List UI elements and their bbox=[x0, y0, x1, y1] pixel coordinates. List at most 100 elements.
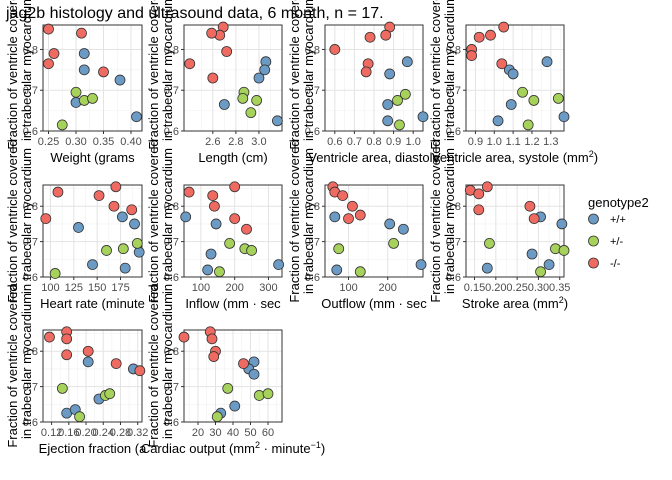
data-point bbox=[56, 119, 68, 131]
data-point bbox=[238, 358, 249, 370]
data-point bbox=[73, 222, 84, 233]
y-axis-label: Fraction of ventricle covered bbox=[428, 0, 443, 150]
data-point bbox=[224, 237, 236, 249]
x-tick-label: 100 bbox=[41, 282, 59, 294]
data-point bbox=[337, 190, 349, 202]
panel-border bbox=[183, 329, 283, 423]
x-axis-label: Ejection fraction (a bbox=[39, 441, 147, 456]
x-tick-label: 150 bbox=[88, 282, 106, 294]
data-point bbox=[116, 211, 128, 223]
data-point bbox=[110, 181, 122, 193]
data-point bbox=[473, 188, 485, 200]
data-point bbox=[184, 58, 196, 70]
data-point bbox=[43, 23, 54, 35]
panel-border bbox=[42, 329, 143, 423]
data-point bbox=[206, 333, 218, 345]
x-tick-label: 0.20 bbox=[75, 427, 96, 439]
x-tick-label: 0.25 bbox=[38, 136, 59, 148]
data-point bbox=[401, 56, 413, 68]
data-point bbox=[505, 99, 517, 110]
y-tick-label: 0.7 bbox=[23, 237, 38, 249]
x-tick-label: 300 bbox=[259, 282, 277, 294]
panel-background bbox=[43, 330, 142, 422]
data-point bbox=[388, 237, 400, 249]
data-point bbox=[558, 111, 570, 123]
data-point bbox=[492, 115, 504, 127]
y-tick-label: 0.6 bbox=[164, 126, 179, 138]
data-point bbox=[347, 200, 358, 212]
y-axis-label: Fraction of ventricle covered bbox=[5, 139, 20, 302]
data-point bbox=[211, 411, 223, 423]
x-tick-label: 100 bbox=[192, 282, 210, 294]
data-point bbox=[259, 64, 271, 76]
panel-border bbox=[465, 24, 565, 132]
y-axis-label: Fraction of ventricle covered bbox=[287, 139, 302, 302]
data-point bbox=[93, 190, 105, 202]
x-axis-label: Stroke area (mm2) bbox=[462, 295, 568, 311]
x-tick-label: 0.30 bbox=[65, 136, 86, 148]
y-tick-label: 0.6 bbox=[305, 126, 320, 138]
data-point bbox=[364, 31, 376, 43]
data-point bbox=[129, 218, 140, 230]
data-point bbox=[251, 95, 263, 106]
data-point bbox=[485, 29, 496, 41]
data-point bbox=[552, 92, 564, 104]
x-tick-label: 100 bbox=[339, 282, 357, 294]
data-point bbox=[98, 66, 109, 78]
data-point bbox=[528, 95, 540, 106]
data-point bbox=[52, 186, 64, 198]
legend-key-wt bbox=[588, 213, 599, 225]
y-tick-label: 0.7 bbox=[446, 237, 461, 249]
x-tick-label: 2.8 bbox=[228, 136, 243, 148]
y-tick-label: 0.8 bbox=[23, 201, 38, 213]
data-point bbox=[384, 68, 396, 80]
y-axis-label: in trabecular myocardium bbox=[19, 293, 34, 439]
y-axis-label: in trabecular myocardium bbox=[19, 148, 34, 294]
x-tick-label: 0.40 bbox=[120, 136, 141, 148]
legend-label-het: +/- bbox=[610, 236, 623, 248]
data-point bbox=[415, 259, 427, 271]
y-tick-label: 0.7 bbox=[164, 237, 179, 249]
data-point bbox=[207, 72, 219, 84]
data-point bbox=[466, 50, 478, 61]
y-tick-label: 0.6 bbox=[23, 126, 38, 138]
data-point bbox=[87, 259, 98, 271]
data-point bbox=[218, 99, 230, 110]
data-point bbox=[49, 268, 61, 279]
data-point bbox=[40, 213, 52, 225]
data-point bbox=[180, 211, 192, 223]
data-point bbox=[354, 266, 366, 278]
y-tick-label: 0.7 bbox=[23, 382, 38, 394]
data-point bbox=[558, 245, 570, 256]
data-point bbox=[74, 411, 85, 423]
y-tick-label: 0.6 bbox=[164, 417, 179, 429]
data-point bbox=[522, 119, 534, 131]
x-tick-label: 175 bbox=[111, 282, 129, 294]
y-tick-label: 0.6 bbox=[446, 126, 461, 138]
data-point bbox=[56, 382, 68, 394]
x-axis-label: Ventricle area, systole (mm2) bbox=[432, 149, 598, 165]
data-point bbox=[76, 27, 87, 39]
data-point bbox=[245, 107, 257, 119]
data-point bbox=[556, 218, 568, 230]
data-point bbox=[131, 111, 142, 123]
y-axis-label: Fraction of ventricle covered bbox=[428, 139, 443, 302]
x-tick-label: 0.9 bbox=[386, 136, 401, 148]
panel-border bbox=[465, 184, 565, 278]
data-point bbox=[87, 92, 98, 104]
x-tick-label: 125 bbox=[65, 282, 83, 294]
y-axis-label: in trabecular myocardium bbox=[160, 293, 175, 439]
data-point bbox=[119, 262, 131, 274]
panel-2: 2.6 2.8 3.0 0.6 0.7 0.8 Length (cm) Fraction of… bbox=[146, 0, 283, 165]
y-tick-label: 0.6 bbox=[23, 417, 38, 429]
data-point bbox=[48, 48, 60, 59]
x-tick-label: 0.16 bbox=[58, 427, 79, 439]
data-point bbox=[354, 209, 366, 221]
data-point bbox=[43, 58, 54, 70]
legend-key-mut bbox=[588, 257, 599, 269]
y-tick-label: 0.6 bbox=[305, 272, 320, 284]
y-tick-label: 0.7 bbox=[305, 237, 320, 249]
data-point bbox=[229, 181, 241, 193]
x-tick-label: 20 bbox=[192, 427, 204, 439]
